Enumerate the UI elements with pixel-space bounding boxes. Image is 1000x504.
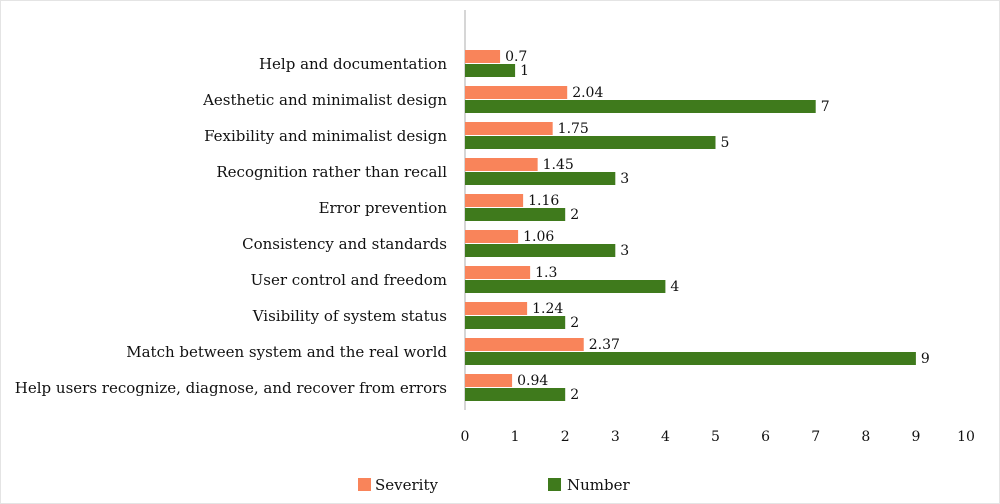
bar-severity xyxy=(465,194,524,207)
data-label-severity: 2.04 xyxy=(572,85,603,101)
bar-number xyxy=(465,208,566,221)
data-label-severity: 1.3 xyxy=(535,265,557,281)
bar-number xyxy=(465,64,516,77)
x-tick-label: 0 xyxy=(461,429,470,445)
x-tick-label: 9 xyxy=(911,429,920,445)
category-label: Visibility of system status xyxy=(252,307,447,325)
category-label: Error prevention xyxy=(319,199,448,217)
data-label-background xyxy=(618,243,632,257)
bar-severity xyxy=(465,50,501,63)
category-label: Fexibility and minimalist design xyxy=(204,127,447,145)
category-label: User control and freedom xyxy=(251,271,447,289)
data-label-number: 5 xyxy=(721,135,730,151)
data-label-number: 2 xyxy=(570,315,579,331)
data-label-number: 9 xyxy=(921,351,930,367)
category-label: Help and documentation xyxy=(259,55,447,73)
x-tick-label: 7 xyxy=(811,429,820,445)
data-label-number: 2 xyxy=(570,387,579,403)
legend-swatch-number xyxy=(548,478,561,491)
bar-severity xyxy=(465,230,519,243)
data-label-background xyxy=(618,171,632,185)
data-label-background xyxy=(515,373,556,387)
data-label-background xyxy=(570,85,611,99)
legend-label-number: Number xyxy=(567,476,630,494)
data-label-background xyxy=(503,49,535,63)
x-tick-label: 2 xyxy=(561,429,570,445)
x-tick-label: 3 xyxy=(611,429,620,445)
data-label-severity: 1.45 xyxy=(543,157,574,173)
x-tick-label: 5 xyxy=(711,429,720,445)
data-label-number: 2 xyxy=(570,207,579,223)
bar-severity xyxy=(465,122,553,135)
bar-number xyxy=(465,100,816,113)
data-label-number: 1 xyxy=(520,63,529,79)
data-label-severity: 1.24 xyxy=(532,301,563,317)
bar-severity xyxy=(465,302,528,315)
x-tick-label: 4 xyxy=(661,429,670,445)
data-label-background xyxy=(533,265,565,279)
data-label-number: 7 xyxy=(821,99,830,115)
x-tick-label: 6 xyxy=(761,429,770,445)
bar-number xyxy=(465,352,916,365)
data-label-background xyxy=(540,157,581,171)
data-label-background xyxy=(818,99,832,113)
bar-severity xyxy=(465,338,584,351)
data-label-severity: 1.75 xyxy=(558,121,589,137)
bar-number xyxy=(465,136,716,149)
bar-number xyxy=(465,172,616,185)
category-label: Aesthetic and minimalist design xyxy=(202,91,447,109)
bar-number xyxy=(465,280,666,293)
data-label-severity: 2.37 xyxy=(589,337,620,353)
bar-number xyxy=(465,244,616,257)
data-label-number: 4 xyxy=(670,279,679,295)
x-tick-label: 1 xyxy=(511,429,520,445)
data-label-background xyxy=(668,279,682,293)
bar-number xyxy=(465,388,566,401)
data-label-background xyxy=(586,337,627,351)
data-label-background xyxy=(555,121,596,135)
x-tick-label: 8 xyxy=(861,429,870,445)
bar-number xyxy=(465,316,566,329)
category-label: Recognition rather than recall xyxy=(216,163,447,181)
data-label-background xyxy=(526,193,567,207)
data-label-number: 3 xyxy=(620,171,629,187)
legend-swatch-severity xyxy=(358,478,371,491)
data-label-severity: 1.06 xyxy=(523,229,554,245)
x-tick-label: 10 xyxy=(957,429,975,445)
data-label-background xyxy=(568,387,582,401)
data-label-background xyxy=(718,135,732,149)
legend-label-severity: Severity xyxy=(375,476,438,494)
data-label-severity: 0.94 xyxy=(517,373,548,389)
data-label-background xyxy=(530,301,571,315)
data-label-number: 3 xyxy=(620,243,629,259)
bar-severity xyxy=(465,158,538,171)
data-label-background xyxy=(568,315,582,329)
category-label: Match between system and the real world xyxy=(126,343,447,361)
bar-severity xyxy=(465,86,568,99)
bar-severity xyxy=(465,266,531,279)
category-label: Help users recognize, diagnose, and reco… xyxy=(15,379,447,397)
bar-severity xyxy=(465,374,513,387)
data-label-severity: 0.7 xyxy=(505,49,527,65)
data-label-background xyxy=(518,63,532,77)
data-label-background xyxy=(568,207,582,221)
data-label-background xyxy=(918,351,932,365)
category-label: Consistency and standards xyxy=(242,235,447,253)
data-label-severity: 1.16 xyxy=(528,193,559,209)
data-label-background xyxy=(521,229,562,243)
